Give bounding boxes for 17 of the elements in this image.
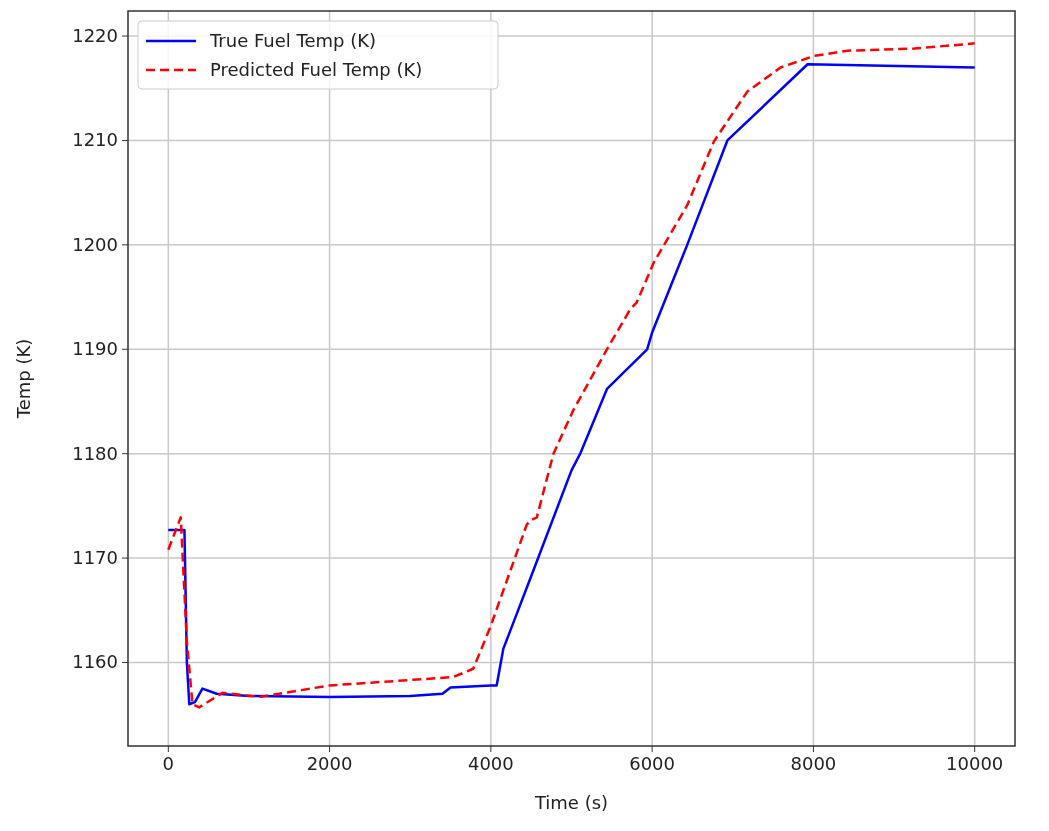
y-axis-title: Temp (K) bbox=[13, 338, 34, 420]
y-tick-label: 1170 bbox=[72, 547, 118, 569]
x-axis-title: Time (s) bbox=[533, 792, 609, 813]
y-tick-label: 1220 bbox=[72, 25, 118, 47]
x-tick-label: 4000 bbox=[467, 753, 514, 774]
legend-label: Predicted Fuel Temp (K) bbox=[210, 59, 423, 80]
y-tick-label: 1210 bbox=[72, 129, 118, 151]
x-tick-label: 0 bbox=[162, 753, 175, 774]
y-tick-label: 1180 bbox=[72, 442, 118, 464]
x-tick-label: 2000 bbox=[306, 753, 353, 774]
y-tick-label: 1160 bbox=[72, 651, 118, 673]
x-tick-label: 10000 bbox=[946, 753, 1004, 774]
legend-label: True Fuel Temp (K) bbox=[209, 30, 377, 51]
x-tick-label: 6000 bbox=[629, 753, 676, 774]
y-tick-label: 1200 bbox=[72, 233, 118, 255]
x-tick-label: 8000 bbox=[790, 753, 837, 774]
y-tick-label: 1190 bbox=[72, 338, 118, 360]
